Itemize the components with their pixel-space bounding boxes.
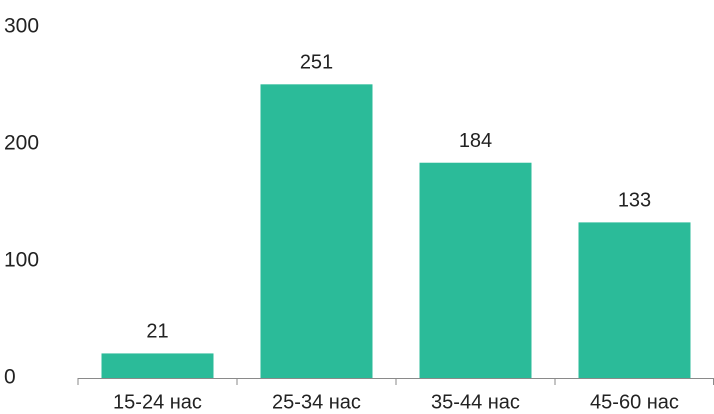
bar [419,162,532,378]
x-category-label: 25-34 нас [272,391,361,413]
y-tick-label: 200 [4,132,39,155]
bars-group [101,84,691,378]
x-category-label: 15-24 нас [113,391,202,413]
bar-value-label: 184 [459,130,492,152]
data-labels-group: 21 251 184 133 [146,52,651,343]
bar [101,353,214,378]
y-tick-label: 100 [4,249,39,272]
x-axis-tick-marks [77,378,714,385]
x-axis-labels: 15-24 нас 25-34 нас 35-44 нас 45-60 нас [113,391,679,413]
bar-value-label: 21 [146,321,168,343]
bar-value-label: 133 [618,190,651,212]
bar-value-label: 251 [300,52,333,74]
y-axis-ticks: 0 100 200 300 [4,15,39,389]
y-tick-label: 300 [4,15,39,38]
y-tick-label: 0 [4,366,16,389]
bar [260,84,373,378]
x-category-label: 45-60 нас [590,391,679,413]
x-category-label: 35-44 нас [431,391,520,413]
bar [578,222,691,378]
